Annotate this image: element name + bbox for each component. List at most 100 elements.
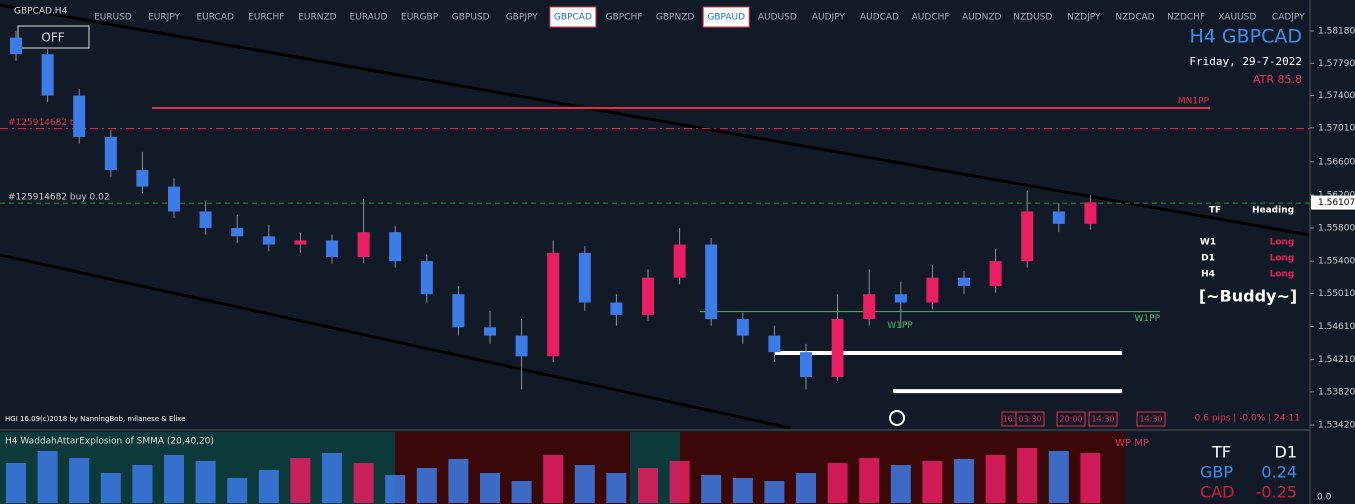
candle-body <box>989 261 1002 286</box>
symbol-tab[interactable]: CADJPY <box>1272 13 1305 23</box>
symbol-tab[interactable]: AUDCAD <box>860 13 899 23</box>
hist-bar <box>385 475 406 503</box>
symbol-tab[interactable]: EURGBP <box>401 13 439 23</box>
hist-bar <box>290 458 311 503</box>
icon <box>889 410 905 426</box>
price-label: 1.58180 <box>1318 27 1355 37</box>
price-label: 1.56600 <box>1318 157 1355 167</box>
symbol-tab[interactable]: GBPCHF <box>606 13 643 23</box>
off-label[interactable]: OFF <box>41 31 64 45</box>
hist-bar <box>1048 451 1069 503</box>
atr: ATR 85.8 <box>1253 73 1302 86</box>
candle-body <box>389 232 402 262</box>
symbol-tab[interactable]: GBPJPY <box>506 13 538 23</box>
hist-bar <box>227 478 248 503</box>
hist-bar <box>195 461 216 503</box>
candle-body <box>262 236 275 245</box>
time-box <box>1015 411 1045 427</box>
symbol-tab[interactable]: EURNZD <box>298 13 336 23</box>
hist-bar <box>922 461 943 503</box>
off-button[interactable] <box>17 25 90 49</box>
candle-body <box>231 228 244 237</box>
time-box <box>1088 411 1118 427</box>
chart-bg <box>0 0 1310 428</box>
candle-body <box>736 319 749 336</box>
hist-bar <box>574 465 595 503</box>
candle-body <box>199 211 212 228</box>
symbol-tab[interactable]: NZDJPY <box>1067 13 1101 23</box>
price-label: 1.57790 <box>1318 59 1355 69</box>
hist-bar <box>859 458 880 503</box>
candle-body <box>168 186 180 212</box>
candle-body <box>1084 202 1097 224</box>
symbol-active[interactable] <box>549 6 597 28</box>
date: Friday, 29-7-2022 <box>1189 55 1302 68</box>
hist-bar <box>322 453 342 503</box>
price-label: 1.55010 <box>1318 289 1355 299</box>
hist-bar <box>6 463 26 503</box>
time-box <box>1056 411 1086 427</box>
symbol-tab[interactable]: EURCAD <box>196 13 234 23</box>
symbol-tab[interactable]: NZDCAD <box>1115 13 1154 23</box>
hd-tf: TF <box>1209 206 1221 216</box>
time-label: 16: <box>1003 415 1016 424</box>
price-label: 1.54610 <box>1318 322 1355 332</box>
symbol-tab[interactable]: GBPNZD <box>656 13 694 23</box>
level-label: W1PP <box>1135 314 1161 324</box>
level-label: MN1PP <box>1178 96 1210 106</box>
hist-bar <box>701 475 722 503</box>
time-label: 14:30 <box>1139 415 1162 424</box>
symbol-tab[interactable]: EURCHF <box>248 13 284 23</box>
symbol-tab[interactable]: AUDCHF <box>912 13 950 23</box>
hd-dir: Long <box>1270 270 1295 280</box>
hd-tf: W1 <box>1200 238 1216 248</box>
symbol-active[interactable] <box>702 6 750 28</box>
symbol-tab[interactable]: EURUSD <box>94 13 132 23</box>
hist-bar <box>37 451 58 503</box>
symbol-tab[interactable]: NZDUSD <box>1013 13 1052 23</box>
hd-title: Heading <box>1252 206 1294 216</box>
price-label: 1.53420 <box>1318 421 1355 431</box>
symbol-tab[interactable]: EURJPY <box>148 13 180 23</box>
hist-bar <box>827 463 848 503</box>
time-label: 03:30 <box>1018 415 1041 424</box>
hist-bar <box>448 459 469 503</box>
time-box <box>1136 411 1166 427</box>
price-label: 1.55400 <box>1318 257 1355 267</box>
symbol-tab[interactable]: EURAUD <box>350 13 388 23</box>
symbol-tab[interactable]: AUDJPY <box>812 13 846 23</box>
candle-body <box>136 170 149 187</box>
hist-bar <box>480 473 500 503</box>
candle-body <box>926 277 939 303</box>
status: 0.6 pips | -0.0% | 24:11 <box>1195 414 1300 424</box>
current-price: 1.56107 <box>1318 198 1355 208</box>
candle-body <box>515 335 528 357</box>
candle-body <box>894 294 907 303</box>
symbol: GBPCAD.H4 <box>14 7 68 17</box>
price-label: 1.57400 <box>1318 91 1355 101</box>
candle-body <box>578 252 591 303</box>
ind-zero: 0.0 <box>1317 493 1332 503</box>
candle-body <box>800 352 812 377</box>
symbol-tab[interactable]: GBPCAD <box>554 13 592 23</box>
level-label: #125914682 buy 0.02 <box>8 193 110 203</box>
symbol-tab[interactable]: GBPUSD <box>452 13 490 23</box>
st-val: 0.24 <box>1261 463 1297 482</box>
symbol-tab[interactable]: GBPAUD <box>707 13 745 23</box>
symbol-tab[interactable]: AUDUSD <box>758 13 797 23</box>
symbol-tab[interactable]: AUDNZD <box>962 13 1002 23</box>
symbol-tab[interactable]: NZDCHF <box>1167 13 1205 23</box>
price-label: 1.55800 <box>1318 224 1355 234</box>
symbol-tab[interactable]: XAUUSD <box>1218 13 1256 23</box>
channel-line <box>0 3 1311 237</box>
hist-bar <box>416 468 437 503</box>
hd-dir: Long <box>1270 254 1295 264</box>
candle-body <box>642 277 654 315</box>
st-ccy: GBP <box>1200 463 1233 482</box>
candle-body <box>326 240 338 257</box>
title: H4 GBPCAD <box>1189 26 1302 48</box>
candle-body <box>1021 211 1034 262</box>
hd-dir: Long <box>1270 238 1295 248</box>
hist-bar <box>100 473 121 503</box>
